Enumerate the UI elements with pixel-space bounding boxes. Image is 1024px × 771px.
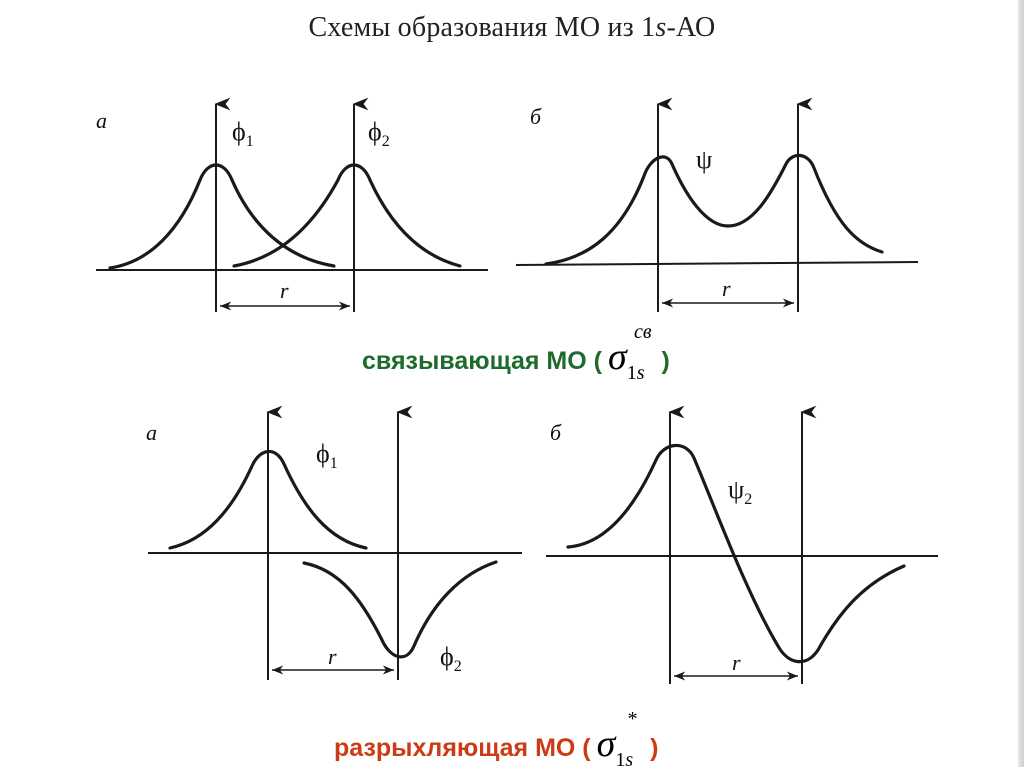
slide-title: Схемы образования МО из 1s-АО [0,12,1024,44]
distance-label: r [280,278,289,303]
sub-num: 1 [615,749,626,771]
phi1-label: ϕ1 [316,439,338,472]
sub-num: 1 [626,362,637,384]
phi2-label: ϕ2 [440,642,462,675]
distance-label: r [722,276,731,301]
panel-bottom-right: б ψ2 r [546,405,938,684]
sigma-symbol: σ [607,336,627,378]
curve-phi2 [232,163,462,268]
curve-psi2 [566,443,906,664]
panel-letter: а [146,420,157,445]
antibonding-text: разрыхляющая МО ( [334,734,591,762]
panel-letter: б [530,104,542,129]
phi1-sub: 1 [246,133,254,150]
title-suffix: -АО [666,12,716,43]
bonding-close-paren: ) [661,347,670,375]
phi1-label: ϕ1 [232,117,254,150]
psi2-sub: 2 [744,491,752,508]
antibonding-sigma: σ * [596,708,637,766]
sub-s: s [625,749,634,771]
antibonding-superscript: * [626,708,637,730]
distance-label: r [732,650,741,675]
bonding-mo-caption: связывающая МО (σ св 1s ) [362,321,670,384]
panel-letter: б [550,420,562,445]
bonding-sigma: σ св [607,321,652,379]
sub-s: s [636,362,645,384]
antibonding-close-paren: ) [650,734,659,762]
curve-phi1 [168,449,368,550]
psi-label: ψ [696,145,712,174]
bonding-subscript: 1s [627,362,645,384]
sigma-symbol: σ [596,723,616,765]
panel-top-left: а ϕ1 ϕ2 r [96,97,488,312]
psi2-symbol: ψ [728,475,744,504]
panel-letter: а [96,108,107,133]
curve-phi1 [108,163,336,270]
phi2-symbol: ϕ [440,642,454,671]
phi2-label: ϕ2 [368,117,390,150]
phi1-symbol: ϕ [232,117,246,146]
phi2-sub: 2 [454,658,462,675]
psi2-label: ψ2 [728,475,752,508]
title-italic-s: s [655,12,667,43]
curve-phi2 [302,560,498,659]
panel-bottom-left: а ϕ1 ϕ2 r [146,405,522,680]
slide-edge [1018,0,1024,767]
phi1-symbol: ϕ [316,439,330,468]
phi1-sub: 1 [330,455,338,472]
bonding-superscript: св [633,321,652,343]
bonding-text: связывающая МО ( [362,347,602,375]
panel-top-right: б ψ r [515,97,919,312]
baseline [515,261,919,266]
curve-psi [544,153,884,266]
antibonding-mo-caption: разрыхляющая МО (σ * 1s ) [334,708,659,771]
antibonding-subscript: 1s [615,749,633,771]
title-prefix: Схемы образования МО из 1 [308,12,656,43]
phi2-symbol: ϕ [368,117,382,146]
distance-label: r [328,644,337,669]
phi2-sub: 2 [382,133,390,150]
